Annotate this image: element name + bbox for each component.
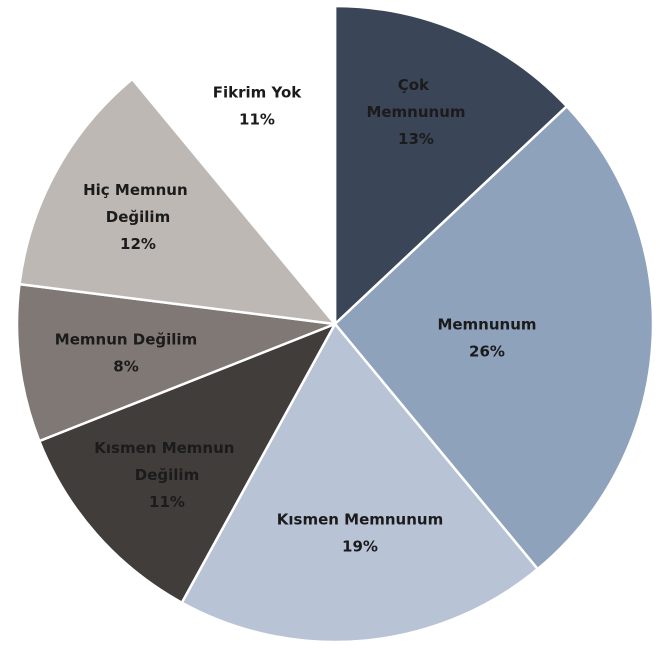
slice-label: Memnunum <box>437 316 536 334</box>
slice-value-label: 13% <box>398 130 434 148</box>
slice-value-label: 12% <box>120 235 156 253</box>
slice-value-label: 19% <box>342 538 378 556</box>
slice-label-line: Fikrim Yok <box>213 84 303 102</box>
slice-value-label: 8% <box>113 358 138 376</box>
slice-value-label: 26% <box>469 343 505 361</box>
pie-slice <box>130 4 337 328</box>
slice-label-line: Memnunum <box>366 103 465 121</box>
slice-label-line: Hiç Memnun <box>83 181 193 199</box>
pie-slice <box>37 321 338 605</box>
slice-label-line: Memnunum <box>437 316 536 334</box>
pie-slice <box>333 4 569 327</box>
slice-value-label: 11% <box>239 111 275 129</box>
slice-label-line: Değilim <box>106 208 170 226</box>
slice-label: Fikrim Yok <box>213 84 303 102</box>
slice-label: Hiç Memnun Değilim <box>83 181 193 226</box>
slice-label-line: Memnun Değilim <box>55 331 197 349</box>
slice-label: Çok Memnunum <box>366 76 465 121</box>
slice-label: Kısmen Memnunum <box>277 511 443 529</box>
slice-label: Kısmen Memnun Değilim <box>94 439 239 484</box>
pie-slice <box>15 282 336 443</box>
slice-label-line: Değilim <box>135 466 199 484</box>
slice-label-line: Kısmen Memnunum <box>277 511 443 529</box>
slice-label-line: Kısmen Memnun <box>94 439 239 457</box>
pie-slice <box>18 77 338 326</box>
pie-slice <box>180 321 540 644</box>
slice-label-line: Çok <box>398 76 435 94</box>
slice-value-label: 11% <box>149 493 185 511</box>
slice-label: Memnun Değilim <box>55 331 197 349</box>
pie-slice <box>333 104 655 571</box>
